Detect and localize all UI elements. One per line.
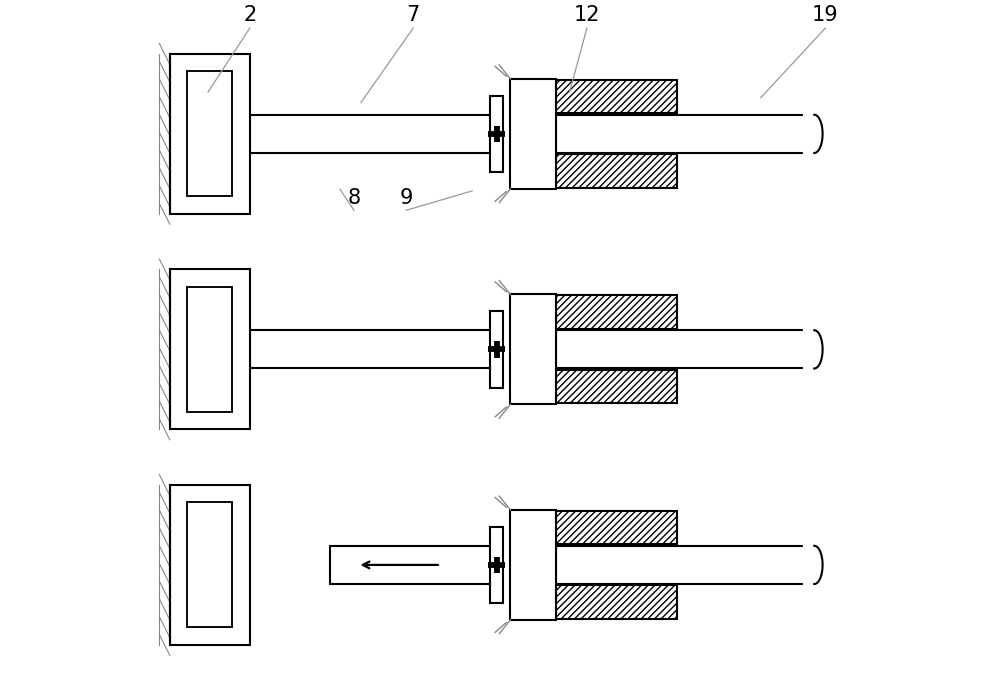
Text: 8: 8 <box>347 187 361 208</box>
Text: 2: 2 <box>243 6 256 25</box>
Bar <box>490 527 503 603</box>
Bar <box>556 115 806 153</box>
Bar <box>187 286 232 412</box>
Bar <box>510 79 556 189</box>
Bar <box>556 80 677 114</box>
Text: 9: 9 <box>399 187 413 208</box>
Bar <box>250 115 493 153</box>
Bar <box>556 154 677 187</box>
Bar <box>556 585 677 619</box>
Bar <box>250 330 493 369</box>
Bar <box>330 546 493 584</box>
Bar <box>490 95 503 172</box>
Bar <box>556 546 806 584</box>
Bar <box>556 330 806 369</box>
Bar <box>170 54 250 214</box>
Bar <box>510 294 556 404</box>
Bar <box>556 370 677 404</box>
Bar <box>187 71 232 197</box>
Text: 19: 19 <box>812 6 839 25</box>
Bar <box>556 296 677 329</box>
Bar <box>490 311 503 388</box>
Bar <box>187 503 232 627</box>
Bar <box>510 510 556 620</box>
Bar <box>556 511 677 544</box>
Bar <box>170 485 250 645</box>
Bar <box>170 270 250 429</box>
Text: 7: 7 <box>406 6 420 25</box>
Text: 12: 12 <box>574 6 600 25</box>
